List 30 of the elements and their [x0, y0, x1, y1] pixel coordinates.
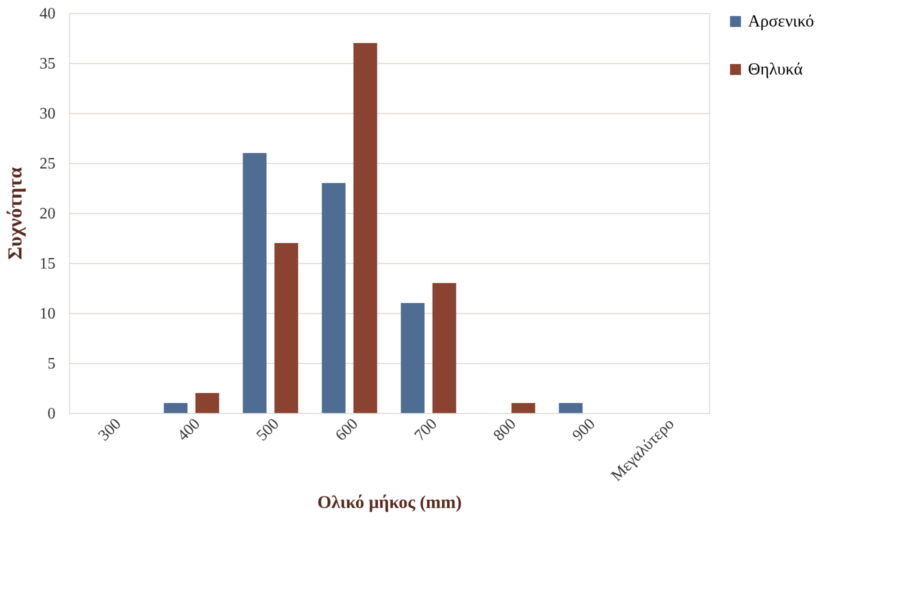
y-tick-label: 0	[48, 406, 56, 422]
y-tick-label: 35	[40, 56, 56, 72]
bar	[164, 403, 188, 413]
y-tick-label: 20	[40, 206, 56, 222]
y-tick-label: 10	[40, 306, 56, 322]
bar	[432, 283, 456, 413]
y-tick-label: 25	[40, 156, 56, 172]
x-tick-label: 900	[570, 416, 599, 444]
x-tick-label: 700	[412, 416, 441, 444]
y-tick-label: 5	[48, 356, 56, 372]
bar	[400, 303, 425, 413]
bar	[558, 403, 583, 413]
bar	[195, 393, 220, 413]
y-tick-label: 40	[40, 6, 56, 22]
x-tick-label: 400	[174, 416, 204, 444]
bar	[322, 183, 346, 413]
legend-label: Αρσενικό	[748, 12, 814, 30]
y-tick-label: 15	[40, 256, 56, 272]
y-axis-title: Συχνότητα	[4, 167, 26, 260]
bar	[511, 403, 536, 413]
x-tick-label: 800	[490, 416, 520, 444]
x-tick-label: 600	[332, 416, 362, 444]
bar	[274, 243, 298, 413]
y-tick-label: 30	[40, 106, 56, 122]
x-tick-label: 500	[254, 416, 282, 444]
bar	[353, 43, 378, 413]
x-tick-label: 300	[95, 416, 124, 444]
legend-label: Θηλυκά	[748, 60, 803, 78]
x-axis-title: Ολικό μήκος (mm)	[317, 492, 462, 512]
bar	[242, 153, 267, 413]
